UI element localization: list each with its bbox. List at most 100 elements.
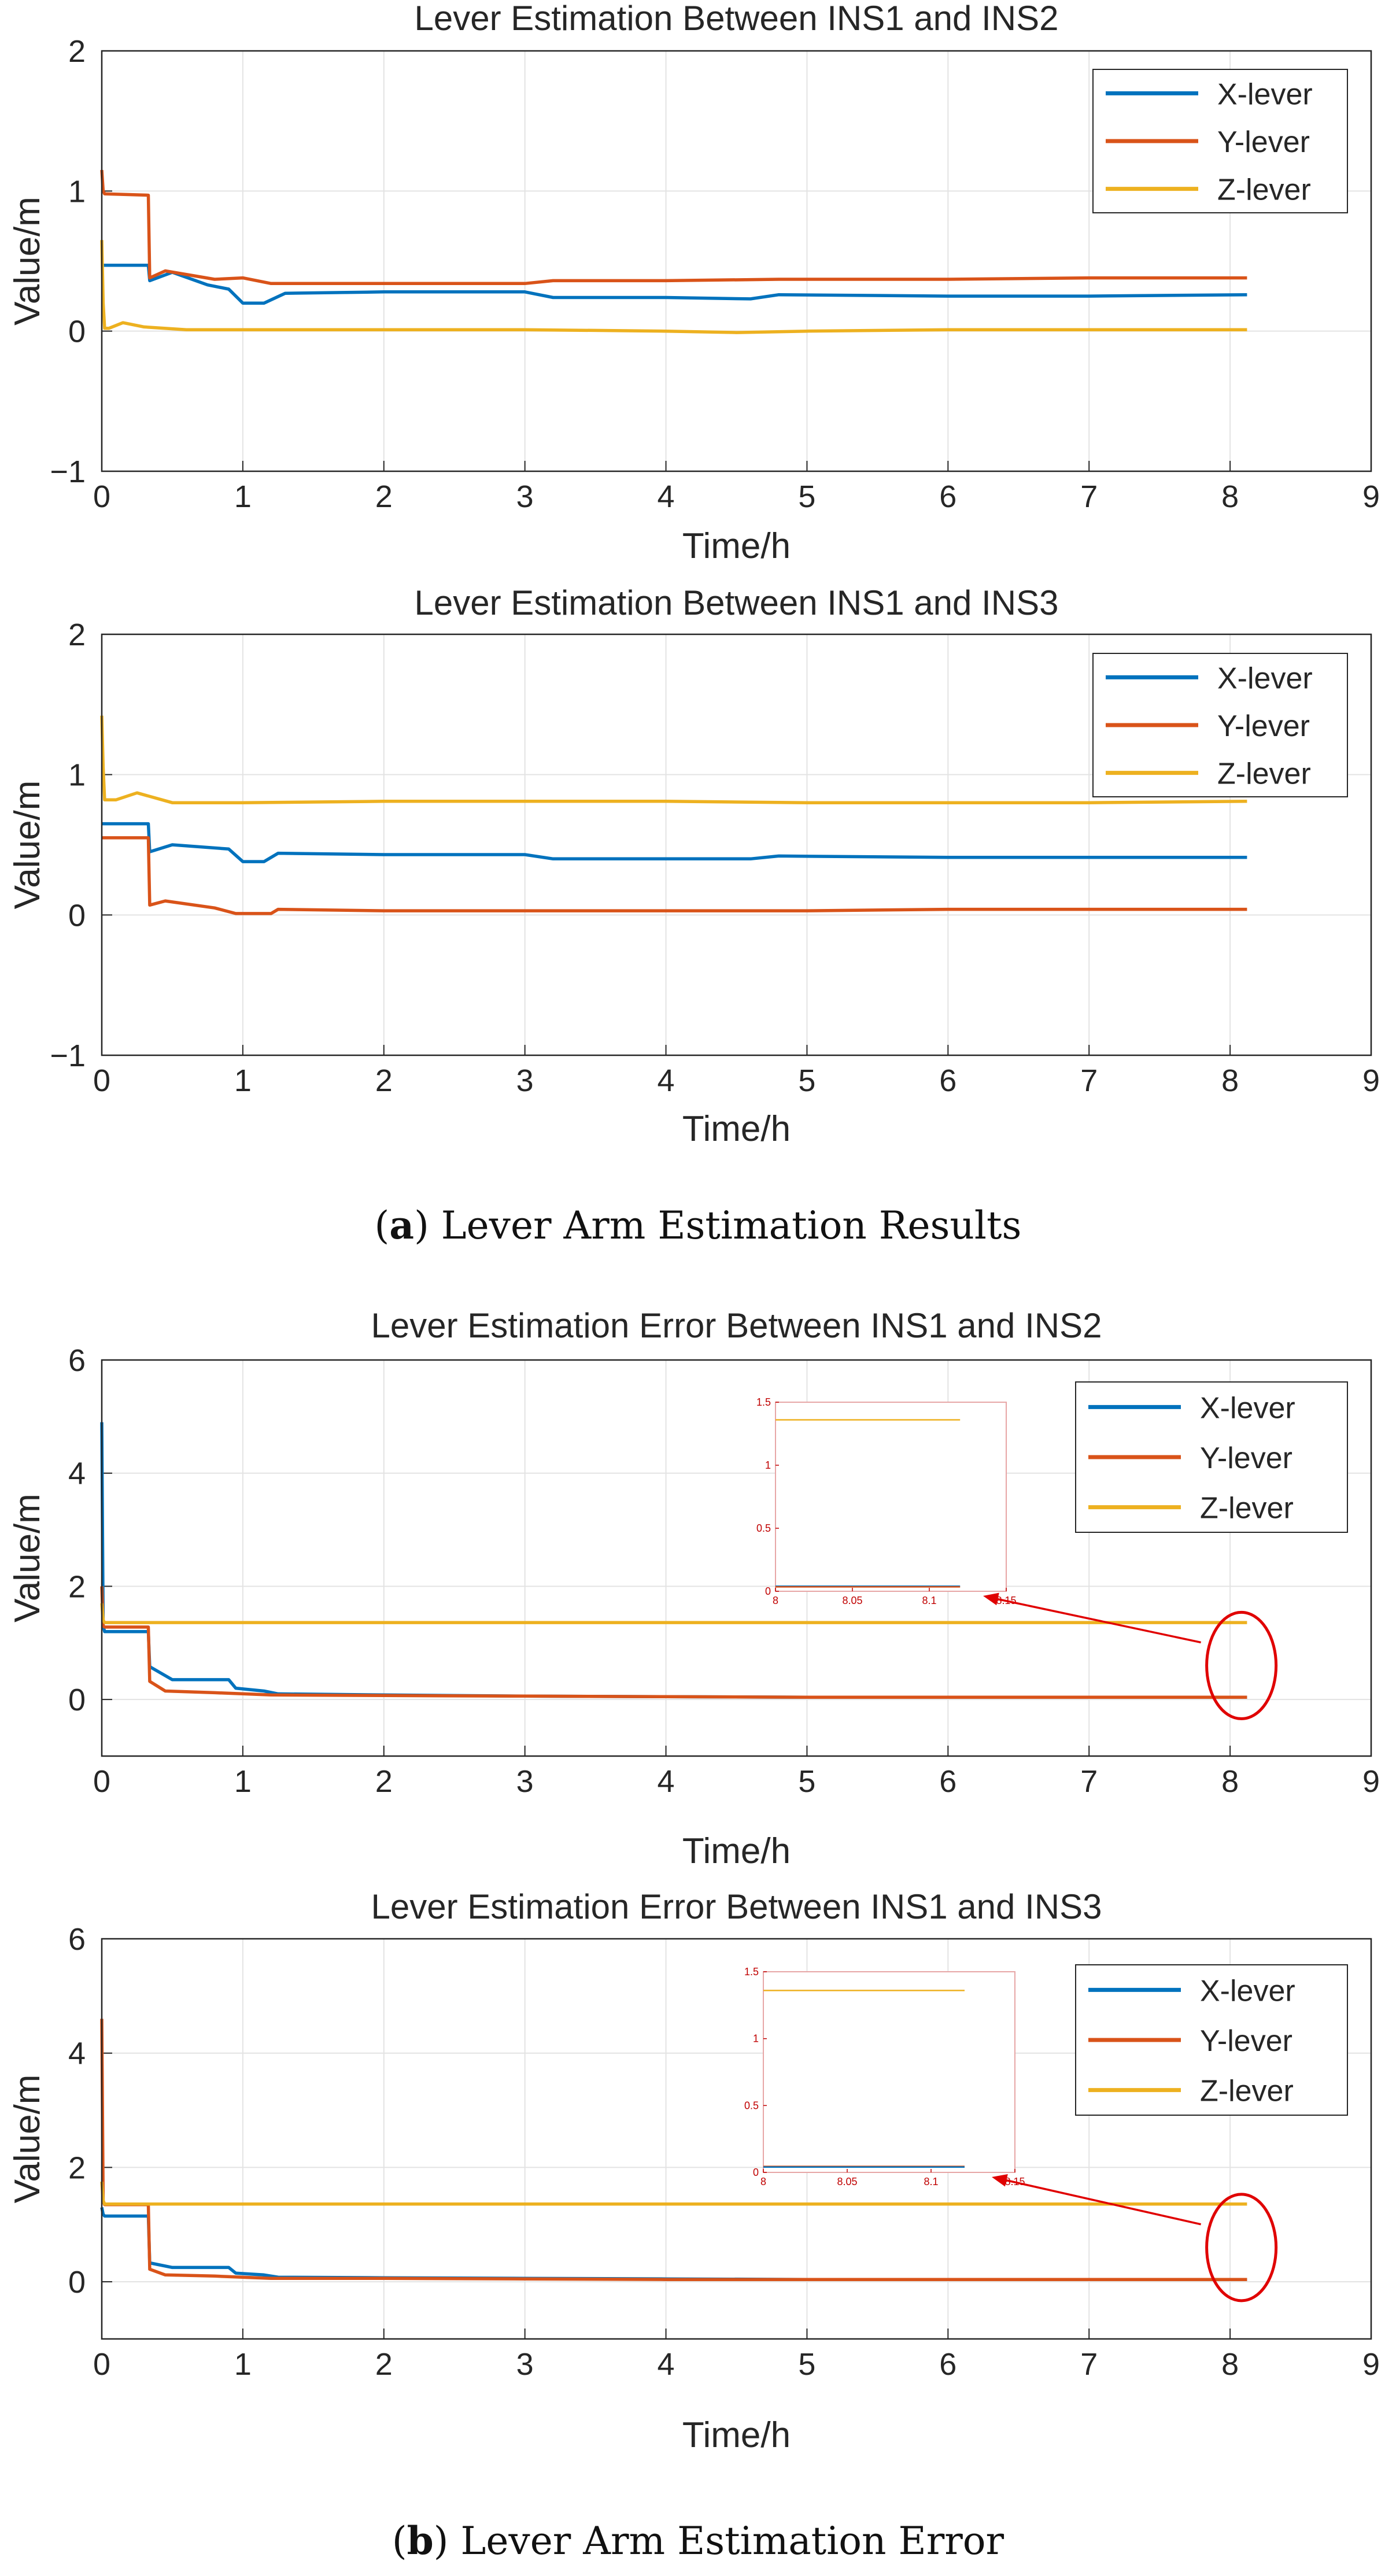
inset-x-tick-label: 8 xyxy=(760,2176,766,2187)
legend-label-x-lever: X-lever xyxy=(1200,1391,1295,1425)
legend: X-lever Y-lever Z-lever xyxy=(1092,69,1348,213)
x-tick-label: 0 xyxy=(93,2347,110,2382)
y-axis-label: Value/m xyxy=(8,781,47,910)
series-line-z-lever xyxy=(100,2181,1247,2206)
inset-y-tick-label: 0 xyxy=(765,1585,771,1597)
legend-label-x-lever: X-lever xyxy=(1217,77,1313,111)
x-tick-label: 1 xyxy=(234,2347,252,2382)
x-tick-label: 6 xyxy=(939,1063,956,1098)
x-tick-label: 2 xyxy=(375,1063,393,1098)
legend-label-z-lever: Z-lever xyxy=(1200,1492,1294,1525)
inset-x-tick-label: 8.1 xyxy=(924,2176,938,2187)
chart-title: Lever Estimation Between INS1 and INS3 xyxy=(415,583,1059,622)
plot-frame xyxy=(101,633,1372,1056)
zoom-arrow-head xyxy=(992,2174,1008,2187)
chart-title: Lever Estimation Error Between INS1 and … xyxy=(371,1306,1102,1345)
legend-label-z-lever: Z-lever xyxy=(1217,173,1311,207)
zoom-arrow xyxy=(993,1597,1201,1644)
x-axis-label: Time/h xyxy=(682,1109,791,1149)
legend: X-lever Y-lever Z-lever xyxy=(1075,1964,1348,2116)
y-tick-label: 0 xyxy=(68,1683,86,1717)
caption-b-letter: b xyxy=(407,2518,434,2563)
legend-label-y-lever: Y-lever xyxy=(1200,2024,1292,2058)
y-tick-label: 2 xyxy=(68,2150,86,2185)
x-tick-label: 8 xyxy=(1221,1764,1239,1799)
x-tick-label: 5 xyxy=(798,1063,815,1098)
x-tick-label: 4 xyxy=(658,1764,675,1799)
inset-y-tick-label: 0.5 xyxy=(744,2100,759,2111)
x-tick-label: 1 xyxy=(234,1063,252,1098)
inset-x-tick-label: 8.05 xyxy=(837,2176,857,2187)
y-tick-label: 0 xyxy=(68,2265,86,2300)
zoom-inset: 88.058.18.1500.511.5 xyxy=(744,1966,1025,2187)
x-tick-label: 3 xyxy=(516,1063,534,1098)
series-line-y-lever xyxy=(100,169,1247,286)
x-tick-label: 2 xyxy=(375,479,393,514)
y-tick-label: 1 xyxy=(68,174,86,209)
x-tick-label: 9 xyxy=(1362,2347,1380,2382)
inset-frame xyxy=(763,1971,1015,2173)
series-line-x-lever xyxy=(102,264,1247,305)
y-axis-label: Value/m xyxy=(8,2075,47,2204)
legend-label-y-lever: Y-lever xyxy=(1200,1442,1292,1475)
plot-frame xyxy=(101,50,1372,472)
x-tick-label: 8 xyxy=(1221,1063,1239,1098)
x-tick-label: 8 xyxy=(1221,479,1239,514)
caption-a-letter: a xyxy=(389,1203,415,1248)
legend: X-lever Y-lever Z-lever xyxy=(1075,1381,1348,1533)
x-tick-label: 9 xyxy=(1362,1063,1380,1098)
y-axis-label: Value/m xyxy=(8,197,47,326)
chart-panel-4: 0 1 2 3 4 5 6 7 8 9 0 2 4 6 Lever Estimation Error Bet… xyxy=(8,1887,1380,2455)
x-axis-label: Time/h xyxy=(682,2415,791,2455)
caption-a-text: Lever Arm Estimation Results xyxy=(429,1203,1022,1248)
caption-a: (a) Lever Arm Estimation Results xyxy=(374,1203,1022,1248)
y-tick-label: 2 xyxy=(68,1569,86,1604)
series-line-z-lever xyxy=(100,715,1247,804)
x-tick-label: 4 xyxy=(658,2347,675,2382)
x-tick-label: 0 xyxy=(93,1764,110,1799)
inset-x-tick-label: 8 xyxy=(773,1595,778,1606)
x-tick-label: 0 xyxy=(93,479,110,514)
zoom-ellipse xyxy=(1205,2193,1278,2302)
y-tick-label: −1 xyxy=(50,454,86,489)
x-tick-label: 7 xyxy=(1080,479,1098,514)
y-axis-label: Value/m xyxy=(8,1494,47,1623)
series-line-y-lever xyxy=(100,1586,1247,1699)
x-tick-label: 3 xyxy=(516,2347,534,2382)
inset-x-tick-label: 8.05 xyxy=(842,1595,862,1606)
zoom-arrow-head xyxy=(983,1592,999,1606)
series-line-y-lever xyxy=(102,836,1247,915)
x-tick-label: 4 xyxy=(658,479,675,514)
x-tick-label: 4 xyxy=(658,1063,675,1098)
x-tick-label: 5 xyxy=(798,479,815,514)
inset-y-tick-label: 1 xyxy=(753,2033,759,2045)
y-tick-label: 6 xyxy=(68,1922,86,1957)
y-tick-label: 4 xyxy=(68,2037,86,2071)
y-tick-label: 0 xyxy=(68,898,86,933)
legend: X-lever Y-lever Z-lever xyxy=(1092,653,1348,797)
x-tick-label: 3 xyxy=(516,479,534,514)
x-tick-label: 7 xyxy=(1080,2347,1098,2382)
x-tick-label: 7 xyxy=(1080,1063,1098,1098)
x-tick-label: 0 xyxy=(93,1063,110,1098)
legend-label-z-lever: Z-lever xyxy=(1200,2075,1294,2108)
x-tick-label: 8 xyxy=(1221,2347,1239,2382)
inset-y-tick-label: 0 xyxy=(753,2167,759,2178)
inset-y-tick-label: 1.5 xyxy=(744,1966,759,1978)
inset-x-tick-label: 8.1 xyxy=(922,1595,936,1606)
y-tick-label: 0 xyxy=(68,315,86,349)
series-line-z-lever xyxy=(100,240,1247,334)
inset-y-tick-label: 1.5 xyxy=(756,1396,771,1408)
zoom-arrow xyxy=(1002,2178,1202,2226)
zoom-inset: 88.058.18.1500.511.5 xyxy=(756,1396,1017,1606)
legend-label-x-lever: X-lever xyxy=(1200,1974,1295,2008)
y-tick-label: −1 xyxy=(50,1038,86,1073)
x-tick-label: 5 xyxy=(798,1764,815,1799)
x-tick-label: 6 xyxy=(939,1764,956,1799)
legend-label-y-lever: Y-lever xyxy=(1217,709,1310,743)
x-tick-label: 1 xyxy=(234,1764,252,1799)
legend-label-x-lever: X-lever xyxy=(1217,661,1313,695)
